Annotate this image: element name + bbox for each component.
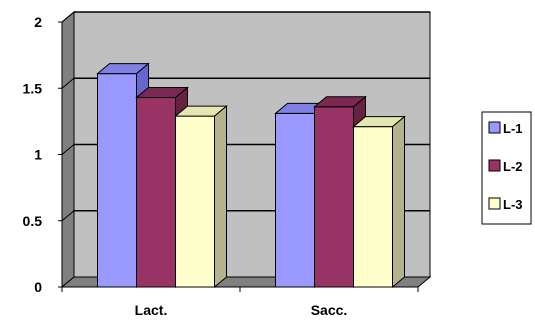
bar-front xyxy=(98,74,137,287)
bar-front xyxy=(176,116,215,287)
y-tick-label: 0 xyxy=(34,279,42,295)
legend-swatch xyxy=(489,122,500,133)
legend-label: L-3 xyxy=(503,197,523,212)
y-tick-label: 2 xyxy=(34,14,42,30)
legend-swatch xyxy=(489,198,500,209)
legend-label: L-1 xyxy=(503,121,523,136)
y-tick-label: 1.5 xyxy=(23,80,43,96)
y-tick-label: 0.5 xyxy=(23,213,43,229)
bar-front xyxy=(137,98,176,287)
bar-side xyxy=(393,117,405,287)
bar-front xyxy=(354,127,393,287)
bar-side xyxy=(215,106,227,287)
x-tick-label: Lact. xyxy=(135,302,168,318)
plot-area: 0 0.5 1 1.5 2 Lact. Sacc. xyxy=(23,12,430,318)
bar-l-3-0 xyxy=(176,106,227,287)
bar-l-3-1 xyxy=(354,117,405,287)
x-tick-label: Sacc. xyxy=(311,302,348,318)
bar-front xyxy=(315,107,354,287)
legend-swatch xyxy=(489,160,500,171)
y-tick-label: 1 xyxy=(34,147,42,163)
bar-front xyxy=(276,113,315,287)
legend: L-1 L-2 L-3 xyxy=(482,112,531,224)
legend-label: L-2 xyxy=(503,159,523,174)
